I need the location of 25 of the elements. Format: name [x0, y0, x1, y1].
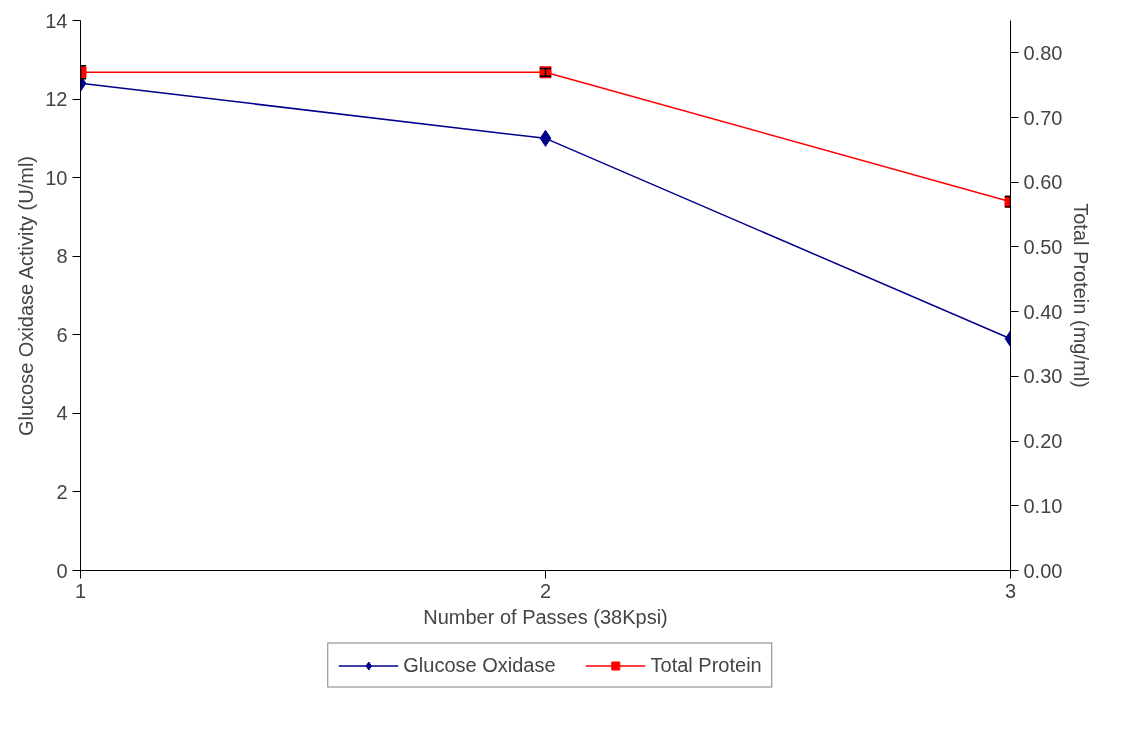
x-axis-title: Number of Passes (38Kpsi)	[423, 605, 668, 628]
y-tick-label: 14	[45, 9, 68, 32]
y-tick-label: 6	[56, 323, 68, 346]
legend-label: Glucose Oxidase	[403, 653, 556, 677]
y-tick-label: 4	[56, 402, 68, 425]
y2-tick-label: 0.00	[1023, 559, 1063, 582]
y2-tick-label: 0.80	[1023, 41, 1063, 64]
y2-axis-title: Total Protein (mg/ml)	[1070, 203, 1093, 388]
y2-tick-label: 0.60	[1023, 171, 1063, 194]
y-tick-label: 8	[56, 245, 68, 268]
y2-tick-label: 0.30	[1023, 365, 1063, 388]
y2-tick-label: 0.40	[1023, 300, 1063, 323]
y-tick-label: 2	[56, 480, 68, 503]
x-tick-label: 3	[1004, 579, 1017, 602]
x-tick-label: 1	[74, 579, 87, 602]
y-axis-title: Glucose Oxidase Activity (U/ml)	[15, 156, 38, 437]
y2-tick-label: 0.10	[1023, 494, 1063, 517]
y-tick-label: 12	[45, 88, 68, 111]
y2-tick-label: 0.70	[1023, 106, 1063, 129]
y2-tick-label: 0.20	[1023, 430, 1063, 453]
legend-label: Total Protein	[650, 653, 762, 677]
x-tick-label: 2	[539, 579, 552, 602]
y-tick-label: 0	[56, 559, 68, 582]
y2-tick-label: 0.50	[1023, 235, 1063, 258]
y-tick-label: 10	[45, 166, 68, 189]
